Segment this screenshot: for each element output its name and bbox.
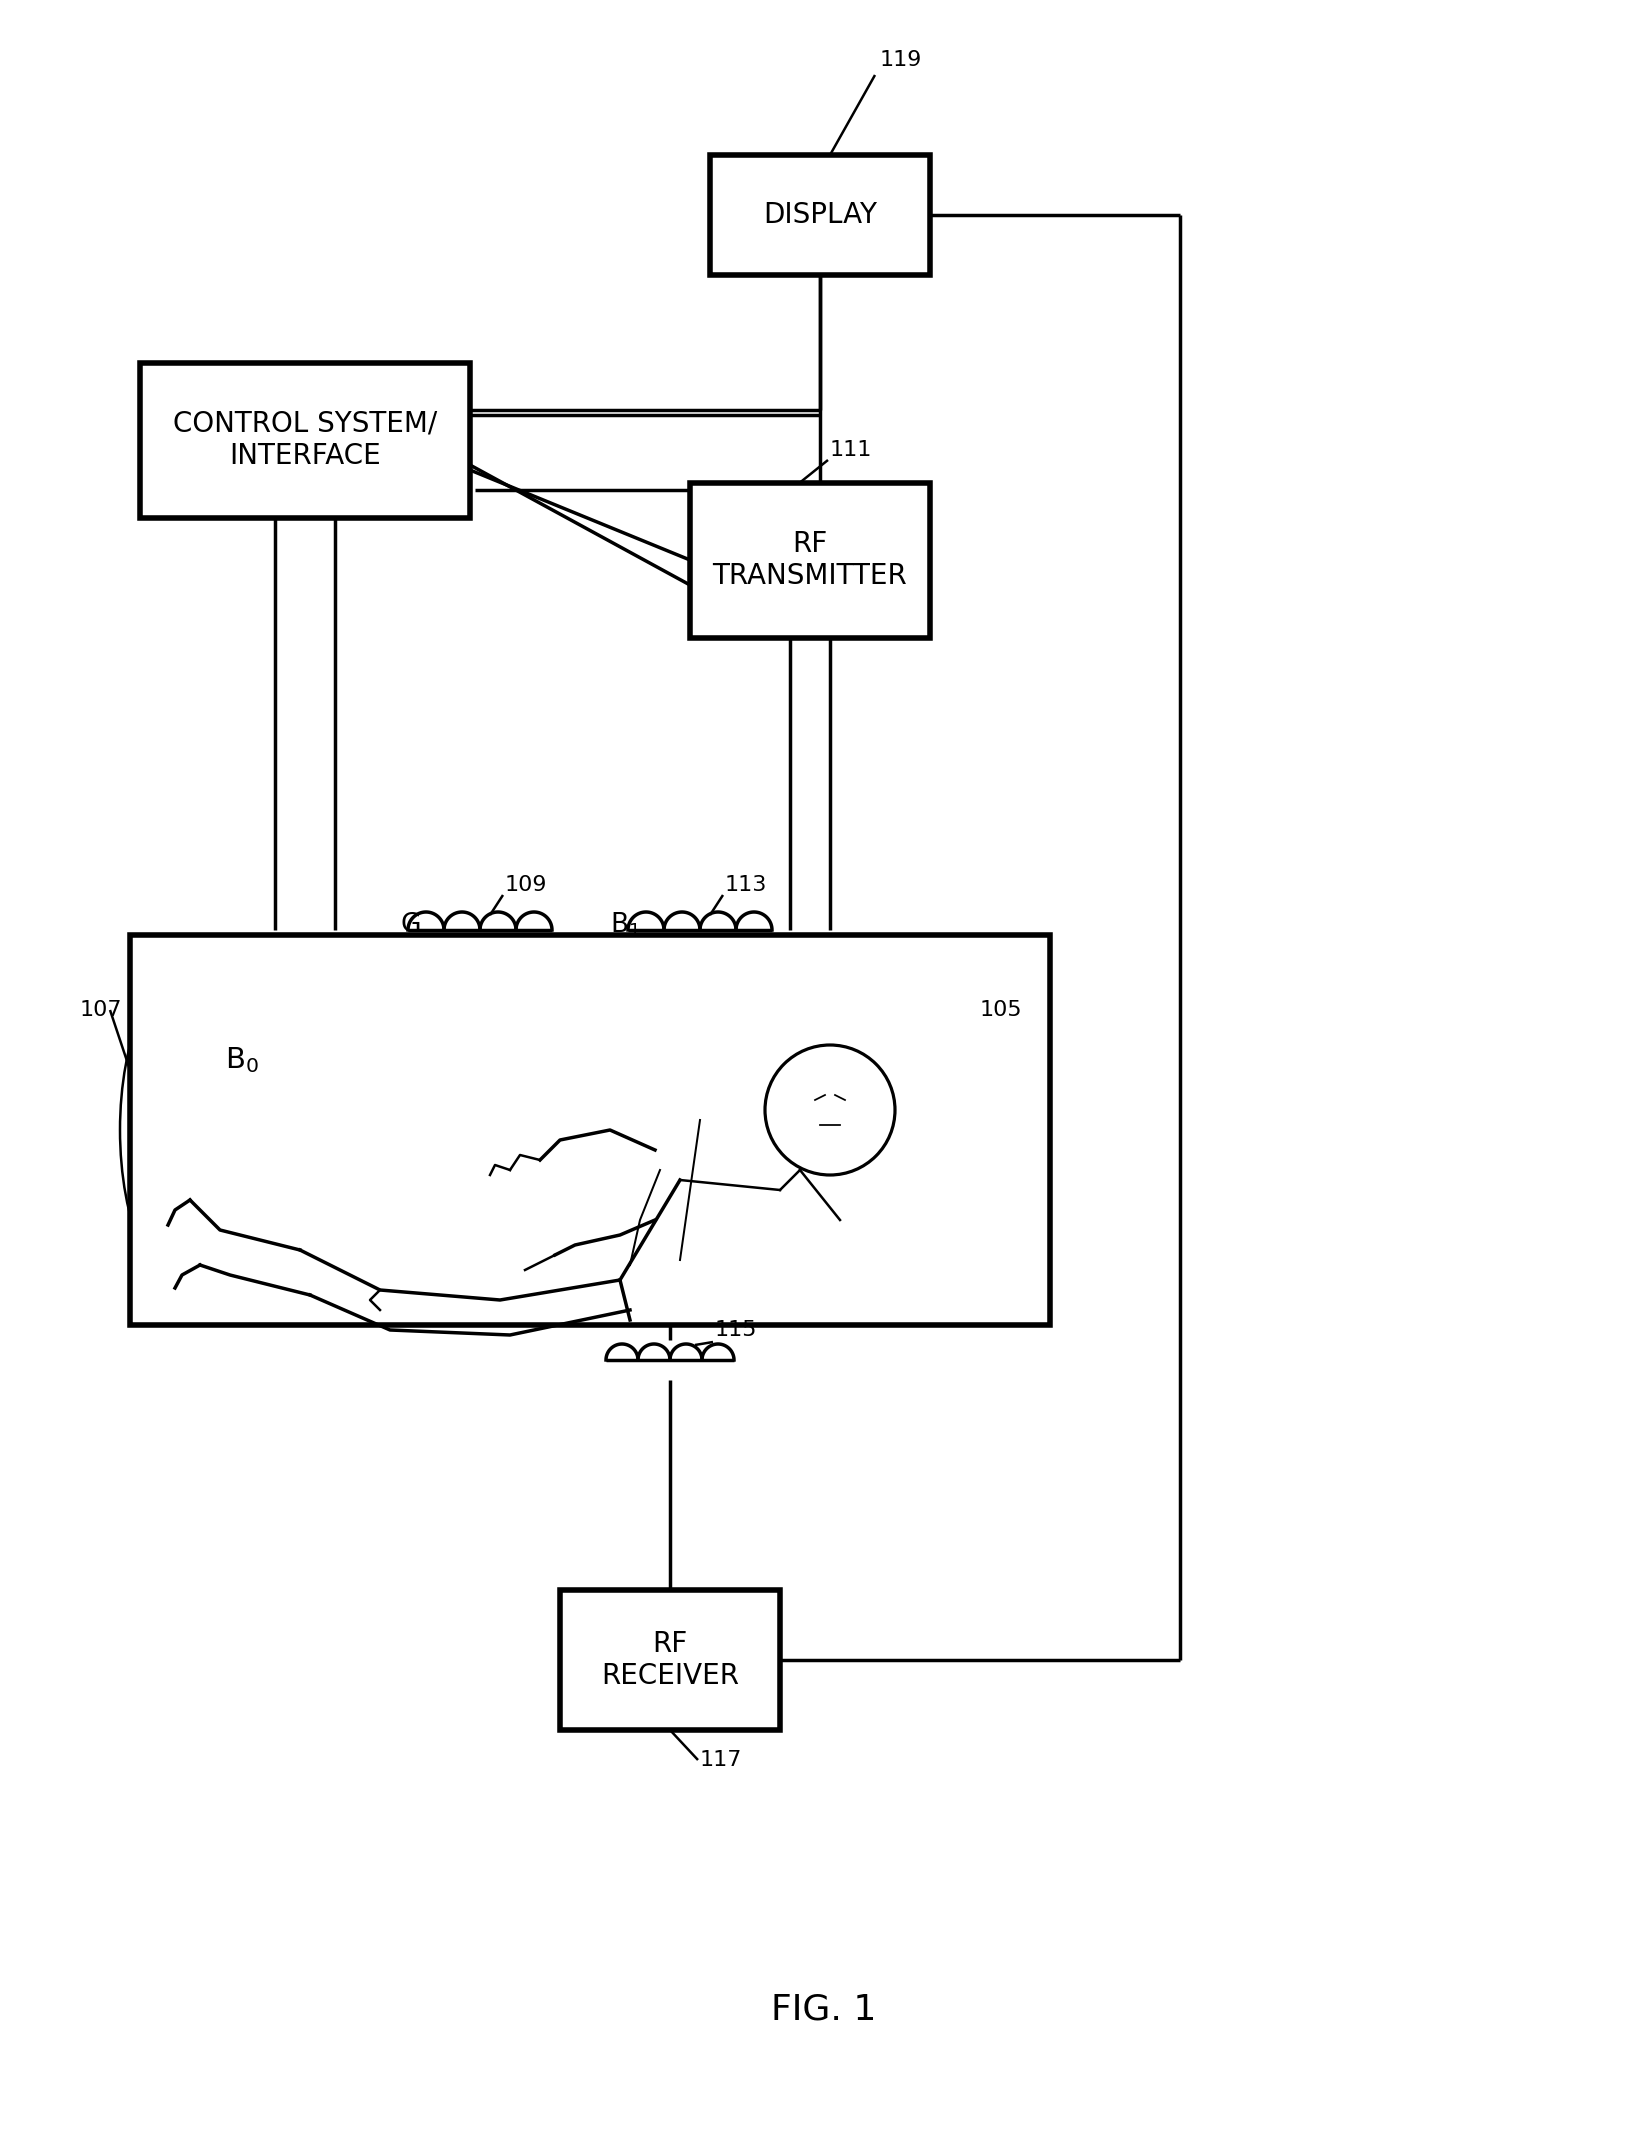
Text: 107: 107 [81, 999, 122, 1021]
Text: 113: 113 [725, 876, 768, 895]
Text: 115: 115 [715, 1319, 758, 1340]
Text: 111: 111 [830, 439, 873, 460]
Text: B$_0$: B$_0$ [226, 1044, 259, 1074]
Bar [710, 156, 931, 275]
Text: DISPLAY: DISPLAY [763, 200, 876, 228]
Text: 105: 105 [980, 999, 1023, 1021]
Bar [690, 482, 931, 637]
Bar [560, 1590, 781, 1730]
Bar [140, 362, 469, 518]
Text: RF
TRANSMITTER: RF TRANSMITTER [713, 531, 907, 590]
Text: FIG. 1: FIG. 1 [771, 1992, 876, 2027]
Text: 109: 109 [506, 876, 547, 895]
Text: RF
RECEIVER: RF RECEIVER [601, 1630, 740, 1690]
Text: CONTROL SYSTEM/
INTERFACE: CONTROL SYSTEM/ INTERFACE [173, 409, 436, 471]
Text: G: G [400, 912, 420, 938]
Text: B$_1$: B$_1$ [609, 910, 641, 940]
Bar [130, 936, 1051, 1325]
Text: 119: 119 [879, 49, 922, 70]
Text: 117: 117 [700, 1750, 743, 1771]
